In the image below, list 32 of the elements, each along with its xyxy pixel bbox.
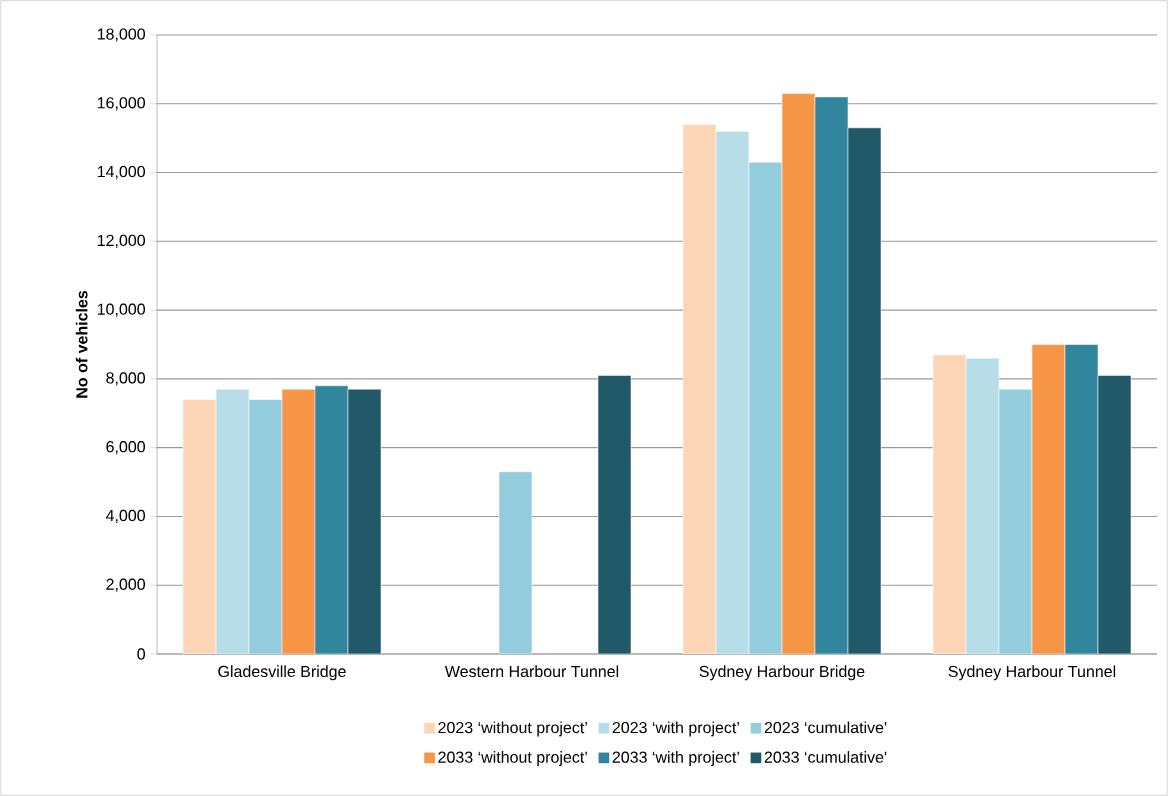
bar	[498, 471, 533, 654]
x-tick-label: Western Harbour Tunnel	[444, 665, 619, 678]
x-tick-label: Gladesville Bridge	[218, 665, 346, 681]
y-tick-label: 16,000	[97, 97, 145, 111]
y-tick-label: 2,000	[106, 578, 146, 592]
legend-label: 2023 ‘with project’	[612, 721, 739, 737]
bar	[847, 127, 882, 654]
legend-label: 2023 ‘cumulative'	[764, 721, 887, 734]
y-tick-label: 14,000	[97, 165, 145, 180]
bar	[597, 375, 632, 654]
y-tick-label: 6,000	[106, 441, 146, 455]
y-tick-label: 10,000	[97, 303, 145, 317]
bar	[965, 357, 1000, 654]
bar	[715, 131, 750, 654]
bar	[248, 399, 283, 654]
legend-label: 2033 ‘cumulative'	[764, 751, 887, 763]
bar	[748, 161, 783, 654]
y-tick-label: 0	[137, 648, 146, 660]
y-tick-label: 8,000	[106, 372, 146, 386]
y-axis-title: No of vehicles	[75, 290, 88, 398]
legend-label: 2023 ‘without project’	[438, 721, 587, 737]
bar	[998, 388, 1033, 654]
bar	[215, 388, 250, 654]
legend-label: 2033 ‘without project’	[438, 751, 587, 766]
y-tick-label: 18,000	[97, 28, 145, 42]
x-tick-label: Sydney Harbour Bridge	[699, 665, 865, 681]
legend-label: 2033 ‘with project’	[612, 751, 739, 766]
y-tick-label: 4,000	[105, 509, 146, 524]
bar	[347, 388, 382, 654]
bar	[1097, 375, 1132, 654]
x-tick-label: Sydney Harbour Tunnel	[948, 665, 1116, 681]
y-tick-label: 12,000	[97, 234, 145, 248]
